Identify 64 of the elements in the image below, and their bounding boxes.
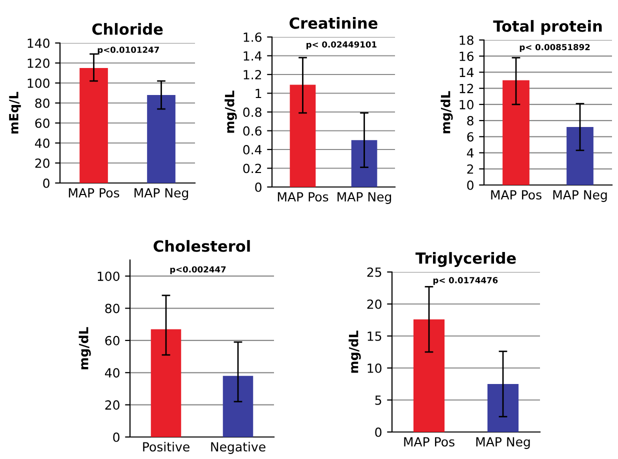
y-tick-label: 20: [35, 158, 50, 168]
x-tick-label: Negative: [211, 442, 266, 454]
y-tick-label: 25: [367, 267, 382, 277]
y-axis-title: mEq/L: [9, 92, 21, 134]
x-tick-label: MAP Neg: [338, 192, 392, 204]
y-tick-label: 10: [368, 363, 382, 373]
y-tick-label: 20: [367, 299, 382, 309]
y-tick-label: 12: [460, 84, 474, 94]
y-tick-label: 0: [113, 432, 120, 442]
y-tick-label: 100: [98, 272, 120, 282]
annotation: p<0.002447: [170, 266, 226, 274]
y-tick-label: 0: [43, 178, 50, 188]
y-tick-label: 10: [460, 100, 474, 110]
y-tick-label: 8: [467, 116, 474, 126]
x-tick-label: MAP Neg: [476, 437, 530, 449]
y-axis-title: mg/dL: [348, 330, 361, 373]
annotation: p<0.0101247: [98, 46, 159, 55]
y-tick-label: 2: [467, 164, 474, 174]
y-tick-label: 20: [105, 400, 120, 410]
x-tick-label: MAP Neg: [553, 190, 607, 202]
annotation: p< 0.00851892: [520, 44, 590, 52]
chart-title: Triglyceride: [416, 252, 516, 267]
y-tick-label: 0: [255, 182, 262, 192]
chart-title: Cholesterol: [154, 240, 250, 252]
y-tick-label: 100: [28, 78, 50, 88]
y-axis-title: mg/dL: [78, 327, 91, 370]
y-tick-label: 40: [104, 368, 120, 378]
y-tick-label: 1.6: [244, 32, 262, 42]
y-tick-label: 1: [256, 88, 262, 98]
y-tick-label: 0.6: [243, 126, 262, 136]
y-tick-label: 0: [375, 427, 382, 437]
y-tick-label: 140: [28, 38, 50, 48]
x-tick-label: MAP Pos: [278, 192, 328, 202]
x-tick-label: MAP Neg: [134, 188, 188, 200]
chart-title: Total protein: [493, 20, 602, 35]
y-tick-label: 4: [466, 148, 474, 158]
annotation: p< 0.02449101: [306, 41, 376, 50]
y-tick-label: 6: [467, 132, 474, 142]
y-tick-label: 40: [34, 138, 50, 148]
annotation: p< 0.0174476: [433, 277, 498, 285]
x-tick-label: MAP Pos: [404, 437, 454, 447]
y-tick-label: 60: [105, 336, 120, 346]
y-tick-label: 0.8: [243, 107, 262, 117]
y-axis-title: mg/dL: [224, 90, 237, 133]
chart-title: Chloride: [92, 23, 163, 35]
chart-title: Creatinine: [290, 17, 378, 29]
y-tick-label: 60: [35, 118, 50, 128]
y-tick-label: 0.4: [243, 144, 262, 154]
x-tick-label: Positive: [143, 442, 190, 452]
y-tick-label: 0.2: [243, 164, 262, 174]
y-tick-label: 18: [460, 35, 474, 45]
y-tick-label: 80: [105, 304, 120, 314]
x-tick-label: MAP Pos: [491, 190, 542, 200]
y-tick-label: 16: [460, 52, 474, 62]
y-tick-label: 1.4: [244, 51, 262, 60]
y-tick-label: 1.2: [244, 70, 262, 80]
y-tick-label: 14: [460, 68, 474, 77]
x-tick-label: MAP Pos: [68, 188, 120, 198]
y-tick-label: 5: [375, 396, 382, 405]
y-tick-label: 0: [467, 180, 474, 190]
y-tick-label: 120: [28, 58, 50, 68]
y-tick-label: 15: [368, 332, 382, 341]
y-tick-label: 80: [35, 98, 50, 108]
y-axis-title: mg/dL: [440, 91, 453, 134]
